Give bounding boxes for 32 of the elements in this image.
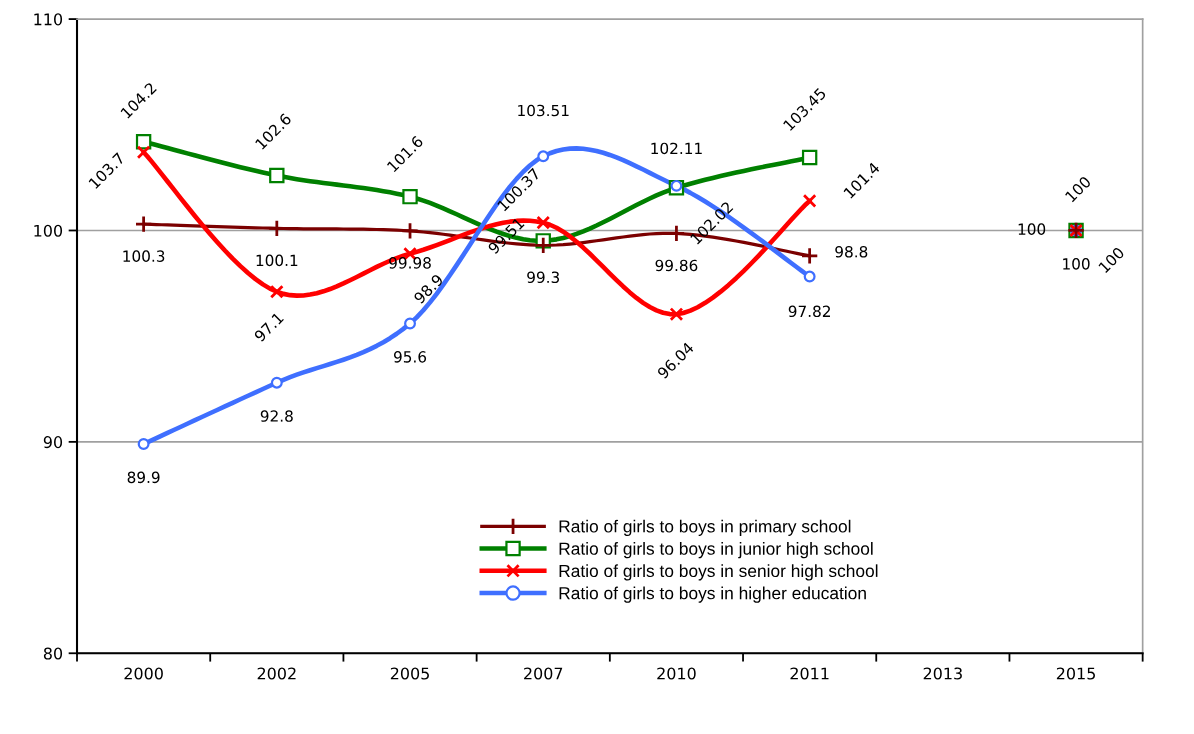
data-label: 100.1 bbox=[256, 254, 298, 267]
data-label: 89.9 bbox=[127, 471, 160, 484]
y-tick-label: 100 bbox=[34, 224, 63, 237]
data-label: 97.82 bbox=[788, 305, 830, 318]
data-label: 99.98 bbox=[389, 257, 431, 269]
legend-label: Ratio of girls to boys in higher education bbox=[559, 586, 866, 603]
data-label: 95.6 bbox=[393, 351, 427, 363]
x-tick-label: 2007 bbox=[524, 667, 563, 680]
x-tick-label: 2011 bbox=[790, 667, 829, 680]
legend-label: Ratio of girls to boys in primary school bbox=[559, 519, 851, 536]
y-tick-label: 80 bbox=[43, 647, 63, 660]
data-label: 103.51 bbox=[518, 104, 569, 117]
data-label: 100 bbox=[1064, 175, 1092, 203]
data-label: 102.11 bbox=[651, 142, 702, 155]
x-tick-label: 2002 bbox=[257, 667, 296, 680]
y-tick-label: 90 bbox=[43, 436, 63, 449]
data-label: 100 bbox=[1063, 258, 1090, 270]
x-tick-label: 2010 bbox=[657, 667, 696, 680]
data-label: 100 bbox=[1098, 246, 1125, 274]
legend-label: Ratio of girls to boys in senior high school bbox=[559, 564, 878, 581]
data-label: 92.8 bbox=[260, 410, 293, 422]
x-tick-label: 2015 bbox=[1056, 667, 1095, 680]
data-label: 100 bbox=[1018, 223, 1046, 235]
data-label: 100.3 bbox=[123, 250, 165, 262]
data-label: 99.86 bbox=[655, 259, 698, 272]
legend-label: Ratio of girls to boys in junior high school bbox=[559, 542, 873, 559]
data-label: 98.8 bbox=[835, 245, 868, 258]
y-tick-label: 110 bbox=[34, 13, 63, 26]
data-label: 99.3 bbox=[527, 271, 560, 284]
x-tick-label: 2000 bbox=[124, 667, 163, 680]
x-tick-label: 2013 bbox=[923, 667, 962, 680]
x-tick-label: 2005 bbox=[390, 667, 429, 680]
